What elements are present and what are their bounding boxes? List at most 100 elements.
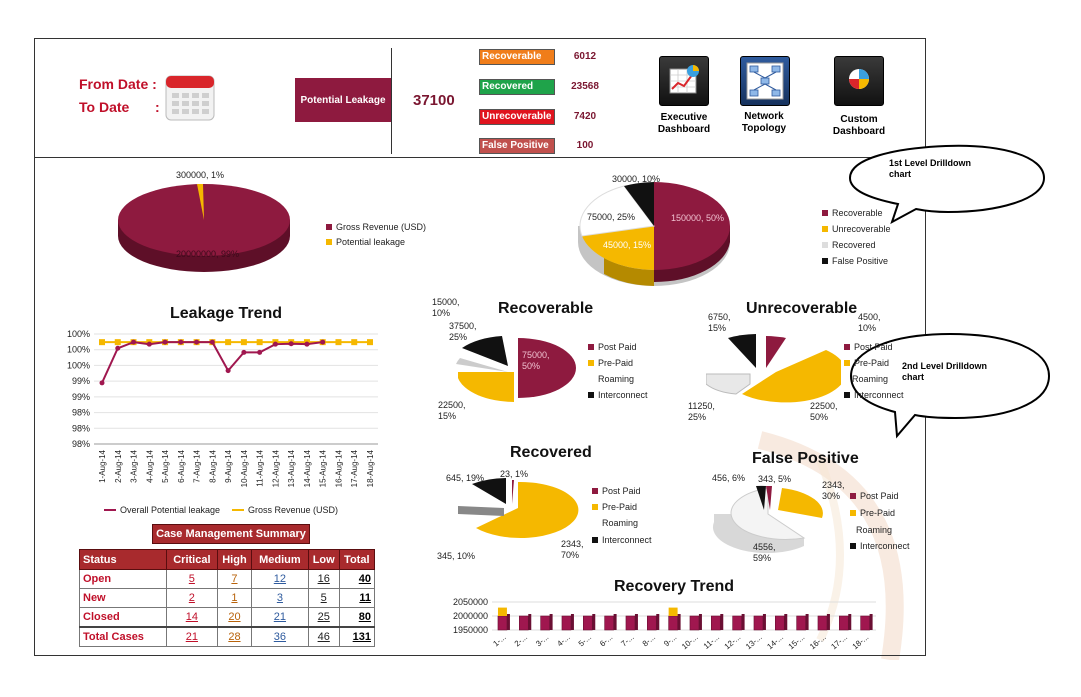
- data-point[interactable]: [146, 341, 152, 347]
- data-point[interactable]: [178, 339, 184, 345]
- bar-segment[interactable]: [668, 607, 678, 616]
- cell-high-link[interactable]: 20: [216, 607, 252, 628]
- pie-slice-interconnect[interactable]: [756, 485, 766, 510]
- data-point[interactable]: [256, 339, 263, 346]
- calendar-icon[interactable]: [164, 72, 216, 124]
- data-point[interactable]: [209, 339, 215, 345]
- data-point[interactable]: [162, 339, 168, 345]
- pie-slice-pre-paid[interactable]: [778, 488, 823, 518]
- data-point[interactable]: [194, 339, 200, 345]
- data-point[interactable]: [225, 339, 232, 346]
- pie-slice-roaming[interactable]: [458, 506, 504, 516]
- bar[interactable]: [561, 615, 572, 631]
- network-topology-button[interactable]: [740, 56, 790, 106]
- pie-slice-roaming[interactable]: [730, 487, 806, 540]
- data-point[interactable]: [99, 339, 105, 346]
- cell-total-link[interactable]: 80: [338, 607, 376, 628]
- bar[interactable]: [497, 615, 508, 631]
- data-point[interactable]: [351, 339, 358, 346]
- pie-slice-roaming[interactable]: [706, 373, 751, 395]
- bar[interactable]: [519, 615, 529, 631]
- cell-high-link[interactable]: 7: [216, 569, 252, 589]
- data-point[interactable]: [288, 341, 294, 347]
- data-point[interactable]: [304, 341, 310, 347]
- pie-slice-post-paid[interactable]: [518, 338, 576, 398]
- data-point[interactable]: [367, 339, 373, 346]
- pie-slice-false-positive[interactable]: [624, 182, 654, 226]
- unrecoverable-pie-chart: [706, 334, 841, 403]
- kpi-recovered[interactable]: Recovered: [479, 79, 555, 95]
- pie-slice-post-paid[interactable]: [766, 485, 772, 510]
- y-tick-label: 1950000: [453, 625, 488, 635]
- data-point[interactable]: [99, 380, 105, 386]
- bar[interactable]: [668, 615, 678, 631]
- bar[interactable]: [775, 615, 785, 631]
- cell-medium-link[interactable]: 36: [250, 626, 309, 647]
- pie-slice-roaming[interactable]: [456, 358, 508, 372]
- bar[interactable]: [796, 615, 806, 631]
- bar[interactable]: [732, 615, 742, 631]
- bar[interactable]: [817, 615, 828, 631]
- bar[interactable]: [583, 615, 593, 631]
- data-point[interactable]: [131, 339, 137, 345]
- cell-high-link[interactable]: 1: [216, 588, 252, 608]
- pie-slice-pre-paid[interactable]: [476, 481, 579, 538]
- cell-total-link[interactable]: 40: [338, 569, 376, 589]
- pie-slice-potential-leakage[interactable]: [197, 183, 204, 220]
- pie-slice-pre-paid[interactable]: [458, 372, 514, 402]
- bar[interactable]: [689, 615, 700, 631]
- pie-slice-interconnect[interactable]: [462, 336, 508, 366]
- pie-slice-interconnect[interactable]: [728, 334, 756, 368]
- bar[interactable]: [604, 615, 614, 631]
- cell-low-link[interactable]: 16: [307, 569, 340, 589]
- data-point[interactable]: [114, 339, 121, 346]
- data-point[interactable]: [335, 339, 342, 346]
- bar-segment[interactable]: [497, 607, 507, 616]
- executive-dashboard-button[interactable]: [659, 56, 709, 106]
- bar[interactable]: [753, 615, 764, 631]
- cell-critical-link[interactable]: 21: [165, 626, 218, 647]
- row-status: Closed: [79, 607, 167, 628]
- data-point[interactable]: [272, 341, 278, 347]
- kpi-false-positive[interactable]: False Positive: [479, 138, 555, 154]
- data-point[interactable]: [240, 339, 247, 346]
- pie-slice-post-paid[interactable]: [766, 336, 786, 368]
- data-point[interactable]: [241, 349, 247, 355]
- cell-low-link[interactable]: 46: [307, 626, 340, 647]
- cell-critical-link[interactable]: 5: [165, 569, 218, 589]
- pie-slice-unrecoverable[interactable]: [582, 226, 654, 270]
- cell-medium-link[interactable]: 12: [250, 569, 309, 589]
- cell-critical-link[interactable]: 14: [165, 607, 218, 628]
- cell-low-link[interactable]: 25: [307, 607, 340, 628]
- pie-slice-interconnect[interactable]: [472, 478, 506, 504]
- cell-total-link[interactable]: 131: [338, 626, 376, 647]
- pie-slice-recoverable[interactable]: [654, 182, 730, 270]
- pie-slice-recovered[interactable]: [579, 185, 655, 237]
- kpi-unrecoverable[interactable]: Unrecoverable: [479, 109, 555, 125]
- pie-slice-post-paid[interactable]: [512, 479, 514, 504]
- bar[interactable]: [860, 615, 870, 631]
- cell-total-link[interactable]: 11: [338, 588, 376, 608]
- data-point[interactable]: [225, 368, 231, 374]
- network-topology-label[interactable]: Network Topology: [741, 111, 787, 134]
- cell-medium-link[interactable]: 3: [250, 588, 309, 608]
- bar[interactable]: [711, 615, 721, 631]
- potential-leakage-box[interactable]: Potential Leakage: [295, 78, 391, 122]
- bar[interactable]: [625, 615, 636, 631]
- bar[interactable]: [839, 615, 849, 631]
- cell-critical-link[interactable]: 2: [165, 588, 218, 608]
- custom-dashboard-button[interactable]: [834, 56, 884, 106]
- cell-medium-link[interactable]: 21: [250, 607, 309, 628]
- data-point[interactable]: [115, 345, 121, 351]
- bar[interactable]: [540, 615, 550, 631]
- unrecoverable-label-4: 22500, 50%: [810, 401, 838, 422]
- pie-slice-pre-paid[interactable]: [742, 350, 841, 403]
- bar[interactable]: [647, 615, 657, 631]
- data-point[interactable]: [257, 349, 263, 355]
- data-point[interactable]: [320, 339, 326, 345]
- cell-low-link[interactable]: 5: [307, 588, 340, 608]
- kpi-recoverable[interactable]: Recoverable: [479, 49, 555, 65]
- cell-high-link[interactable]: 28: [216, 626, 252, 647]
- custom-dashboard-label[interactable]: Custom Dashboard: [832, 114, 886, 137]
- executive-dashboard-label[interactable]: Executive Dashboard: [657, 112, 711, 135]
